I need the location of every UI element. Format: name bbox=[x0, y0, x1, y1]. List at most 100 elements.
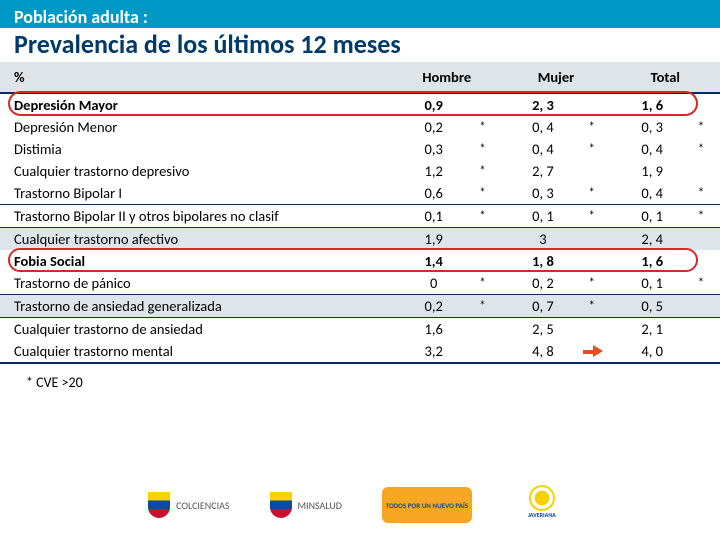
logo-minsalud: MINSALUD bbox=[270, 492, 342, 518]
table-row: Cualquier trastorno afectivo1,9 3 2, 4 bbox=[0, 228, 720, 251]
row-label: Trastorno Bipolar II y otros bipolares n… bbox=[0, 205, 392, 228]
ast-mujer: * bbox=[585, 205, 611, 228]
ast-hombre: * bbox=[475, 295, 501, 318]
prevalence-table: %HombreMujerTotalDepresión Mayor0,92, 31… bbox=[0, 62, 720, 364]
logo-text: COLCIENCIAS bbox=[176, 499, 229, 512]
logo-nuevopais: TODOS POR UN NUEVO PAÍS bbox=[382, 487, 472, 523]
title: Prevalencia de los últimos 12 meses bbox=[0, 28, 720, 62]
col-total: Total bbox=[611, 62, 720, 93]
val-mujer: 3 bbox=[501, 228, 584, 251]
ast-total: * bbox=[694, 205, 720, 228]
table-row: Depresión Mayor0,92, 31, 6 bbox=[0, 93, 720, 116]
ast-total: * bbox=[694, 272, 720, 295]
val-hombre: 0,3 bbox=[392, 138, 475, 160]
val-hombre: 1,6 bbox=[392, 318, 475, 341]
row-label: Trastorno de ansiedad generalizada bbox=[0, 295, 392, 318]
ast-mujer bbox=[585, 160, 611, 182]
table-row: Depresión Menor0,2*0, 4*0, 3* bbox=[0, 116, 720, 138]
val-hombre: 1,9 bbox=[392, 228, 475, 251]
ast-mujer: * bbox=[585, 272, 611, 295]
ast-hombre bbox=[475, 340, 501, 363]
logo-bar: COLCIENCIAS MINSALUD TODOS POR UN NUEVO … bbox=[0, 478, 720, 532]
ast-mujer: * bbox=[585, 182, 611, 205]
ast-mujer: * bbox=[585, 116, 611, 138]
footnote: * CVE >20 bbox=[0, 364, 720, 391]
col-mujer: Mujer bbox=[501, 62, 610, 93]
ast-hombre bbox=[475, 93, 501, 116]
val-mujer: 0, 2 bbox=[501, 272, 584, 295]
logo-text: JAVERIANA bbox=[528, 511, 556, 519]
ast-total bbox=[694, 340, 720, 363]
val-hombre: 0,1 bbox=[392, 205, 475, 228]
table-header-row: %HombreMujerTotal bbox=[0, 62, 720, 93]
ast-hombre bbox=[475, 228, 501, 251]
ast-hombre: * bbox=[475, 272, 501, 295]
ast-hombre: * bbox=[475, 160, 501, 182]
nuevopais-badge: TODOS POR UN NUEVO PAÍS bbox=[382, 487, 472, 523]
row-label: Cualquier trastorno afectivo bbox=[0, 228, 392, 251]
val-hombre: 0,2 bbox=[392, 295, 475, 318]
val-mujer: 0, 4 bbox=[501, 138, 584, 160]
row-label: Fobia Social bbox=[0, 250, 392, 272]
row-label: Cualquier trastorno depresivo bbox=[0, 160, 392, 182]
val-total: 0, 3 bbox=[611, 116, 694, 138]
ast-total bbox=[694, 250, 720, 272]
table-row: Trastorno Bipolar II y otros bipolares n… bbox=[0, 205, 720, 228]
val-total: 4, 0 bbox=[611, 340, 694, 363]
table-row: Fobia Social1,4 1, 8 1, 6 bbox=[0, 250, 720, 272]
slide-header: Población adulta : Prevalencia de los úl… bbox=[0, 0, 720, 62]
ast-hombre: * bbox=[475, 205, 501, 228]
row-label: Cualquier trastorno de ansiedad bbox=[0, 318, 392, 341]
shield-icon bbox=[270, 492, 292, 518]
ast-total bbox=[694, 228, 720, 251]
col-percent: % bbox=[0, 62, 392, 93]
table-row: Cualquier trastorno de ansiedad1,6 2, 5 2,… bbox=[0, 318, 720, 341]
ast-total bbox=[694, 295, 720, 318]
logo-text: MINSALUD bbox=[298, 499, 342, 512]
ast-mujer bbox=[585, 318, 611, 341]
val-hombre: 0,2 bbox=[392, 116, 475, 138]
ast-mujer: * bbox=[585, 138, 611, 160]
row-label: Trastorno de pánico bbox=[0, 272, 392, 295]
val-mujer: 4, 8 bbox=[501, 340, 584, 363]
ast-mujer: * bbox=[585, 295, 611, 318]
val-mujer: 0, 4 bbox=[501, 116, 584, 138]
val-total: 1, 6 bbox=[611, 250, 694, 272]
val-total: 1, 9 bbox=[611, 160, 694, 182]
ast-total bbox=[694, 318, 720, 341]
arrow-icon bbox=[583, 347, 607, 357]
ast-hombre: * bbox=[475, 138, 501, 160]
ast-hombre: * bbox=[475, 116, 501, 138]
val-hombre: 0,9 bbox=[392, 93, 475, 116]
table-row: Trastorno de pánico0*0, 2*0, 1* bbox=[0, 272, 720, 295]
val-mujer: 2, 7 bbox=[501, 160, 584, 182]
ast-hombre: * bbox=[475, 182, 501, 205]
row-label: Depresión Menor bbox=[0, 116, 392, 138]
val-mujer: 0, 1 bbox=[501, 205, 584, 228]
ast-total: * bbox=[694, 182, 720, 205]
val-total: 0, 5 bbox=[611, 295, 694, 318]
col-hombre: Hombre bbox=[392, 62, 501, 93]
sun-icon bbox=[529, 485, 555, 511]
val-mujer: 0, 7 bbox=[501, 295, 584, 318]
val-total: 0, 1 bbox=[611, 205, 694, 228]
table-row: Distimia0,3*0, 4*0, 4* bbox=[0, 138, 720, 160]
ast-hombre bbox=[475, 318, 501, 341]
val-total: 2, 4 bbox=[611, 228, 694, 251]
val-total: 0, 4 bbox=[611, 138, 694, 160]
val-hombre: 3,2 bbox=[392, 340, 475, 363]
val-mujer: 0, 3 bbox=[501, 182, 584, 205]
val-total: 2, 1 bbox=[611, 318, 694, 341]
ast-total bbox=[694, 93, 720, 116]
table-row: Trastorno Bipolar I0,6*0, 3*0, 4* bbox=[0, 182, 720, 205]
ast-mujer bbox=[585, 228, 611, 251]
row-label: Distimia bbox=[0, 138, 392, 160]
row-label: Depresión Mayor bbox=[0, 93, 392, 116]
row-label: Cualquier trastorno mental bbox=[0, 340, 392, 363]
val-mujer: 1, 8 bbox=[501, 250, 584, 272]
row-label: Trastorno Bipolar I bbox=[0, 182, 392, 205]
ast-mujer bbox=[585, 93, 611, 116]
val-mujer: 2, 5 bbox=[501, 318, 584, 341]
val-hombre: 1,4 bbox=[392, 250, 475, 272]
logo-colciencias: COLCIENCIAS bbox=[148, 492, 229, 518]
